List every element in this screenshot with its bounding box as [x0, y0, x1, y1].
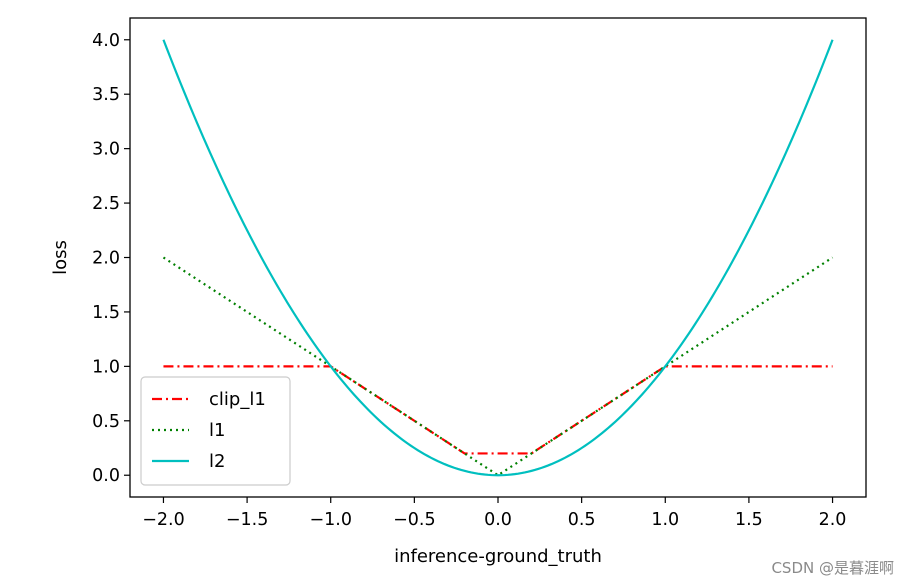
- x-tick-label: 0.0: [484, 510, 512, 530]
- series-l2-line: [162, 39, 834, 477]
- x-tick-label: −2.0: [142, 510, 185, 530]
- legend: clip_l1 l1 l2: [140, 376, 291, 486]
- y-axis-label: loss: [50, 240, 71, 275]
- series-l1-line: [162, 256, 834, 477]
- y-tick-label: 2.5: [92, 194, 120, 214]
- legend-label-l1: l1: [209, 420, 225, 441]
- y-tick-label: 1.5: [92, 303, 120, 323]
- watermark: CSDN @是暮涯啊: [771, 559, 894, 577]
- legend-label-l2: l2: [209, 451, 225, 472]
- y-tick-label: 0.5: [92, 412, 120, 432]
- y-tick-label: 2.0: [92, 249, 120, 269]
- x-tick-label: 1.0: [651, 510, 679, 530]
- y-tick-label: 4.0: [92, 31, 120, 51]
- x-tick-label: −1.0: [309, 510, 352, 530]
- series-clip_l1-line: [163, 365, 833, 455]
- x-tick-label: −0.5: [393, 510, 436, 530]
- x-tick-label: −1.5: [226, 510, 269, 530]
- x-tick-label: 0.5: [568, 510, 596, 530]
- x-tick-label: 1.5: [735, 510, 763, 530]
- legend-label-clip_l1: clip_l1: [209, 389, 266, 410]
- y-tick-label: 0.0: [92, 466, 120, 486]
- x-axis-label: inference-ground_truth: [394, 546, 602, 567]
- y-axis-ticks: 0.0 0.5 1.0 1.5 2.0 2.5 3.0 3.5 4.0: [92, 31, 130, 486]
- y-tick-label: 3.0: [92, 140, 120, 160]
- legend-box: [140, 376, 291, 486]
- y-tick-label: 3.5: [92, 85, 120, 105]
- x-axis-ticks: −2.0 −1.5 −1.0 −0.5 0.0 0.5 1.0 1.5 2.0: [142, 497, 846, 530]
- y-tick-label: 1.0: [92, 357, 120, 377]
- plot-lines: [162, 39, 834, 477]
- x-tick-label: 2.0: [819, 510, 847, 530]
